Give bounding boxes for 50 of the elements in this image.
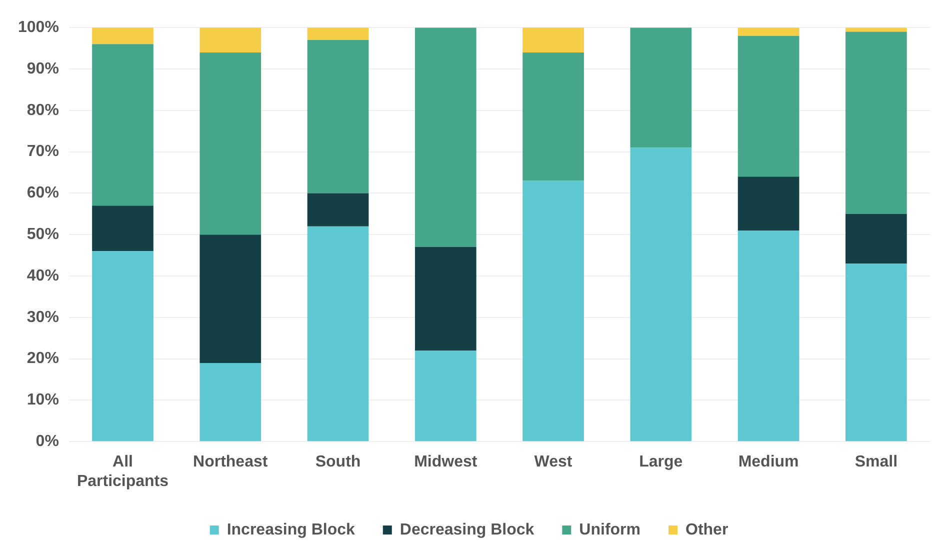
bar <box>846 264 907 442</box>
y-tick-label: 0% <box>36 433 59 450</box>
bar <box>738 230 800 442</box>
bar <box>630 28 692 148</box>
x-tick-label: Midwest <box>414 454 478 471</box>
bar <box>307 226 369 442</box>
x-tick-label: Small <box>854 454 898 471</box>
x-tick-label: Large <box>639 454 683 471</box>
bar <box>200 52 262 235</box>
bar <box>200 234 262 363</box>
bar <box>630 148 692 442</box>
x-tick-label: All Participants <box>76 454 169 490</box>
x-tick-label: West <box>534 454 573 471</box>
x-tick-label: South <box>315 454 361 471</box>
bar <box>522 180 584 442</box>
bar <box>846 32 907 214</box>
bar <box>414 247 476 351</box>
bar <box>522 52 584 181</box>
bar <box>738 28 800 36</box>
x-tick-label: Medium <box>738 454 799 471</box>
bar <box>92 206 154 252</box>
y-tick-label: 30% <box>26 308 59 326</box>
bar <box>200 362 262 442</box>
bar <box>92 44 154 206</box>
legend-label: Decreasing Block <box>400 521 534 538</box>
bar <box>307 40 369 194</box>
bar <box>92 28 154 44</box>
y-tick-label: 100% <box>18 19 59 36</box>
bar <box>522 28 584 52</box>
bar <box>738 36 800 177</box>
bar <box>307 28 369 40</box>
bar <box>307 193 369 226</box>
y-tick-label: 40% <box>26 267 59 284</box>
y-tick-label: 10% <box>26 392 59 409</box>
bar <box>414 28 476 248</box>
y-tick-label: 70% <box>26 143 59 160</box>
legend-label: Other <box>685 521 728 538</box>
legend-label: Uniform <box>579 521 640 538</box>
y-tick-label: 90% <box>26 60 59 78</box>
y-tick-label: 50% <box>26 226 59 244</box>
x-tick-label: Northeast <box>193 454 268 471</box>
y-tick-label: 20% <box>26 350 59 368</box>
bar <box>846 214 907 264</box>
legend-label: Increasing Block <box>226 521 355 538</box>
y-tick-label: 60% <box>26 184 59 202</box>
y-tick-label: 80% <box>26 102 59 119</box>
bar <box>92 251 154 442</box>
bar <box>200 28 262 52</box>
bar <box>414 350 476 442</box>
bar <box>738 176 800 230</box>
